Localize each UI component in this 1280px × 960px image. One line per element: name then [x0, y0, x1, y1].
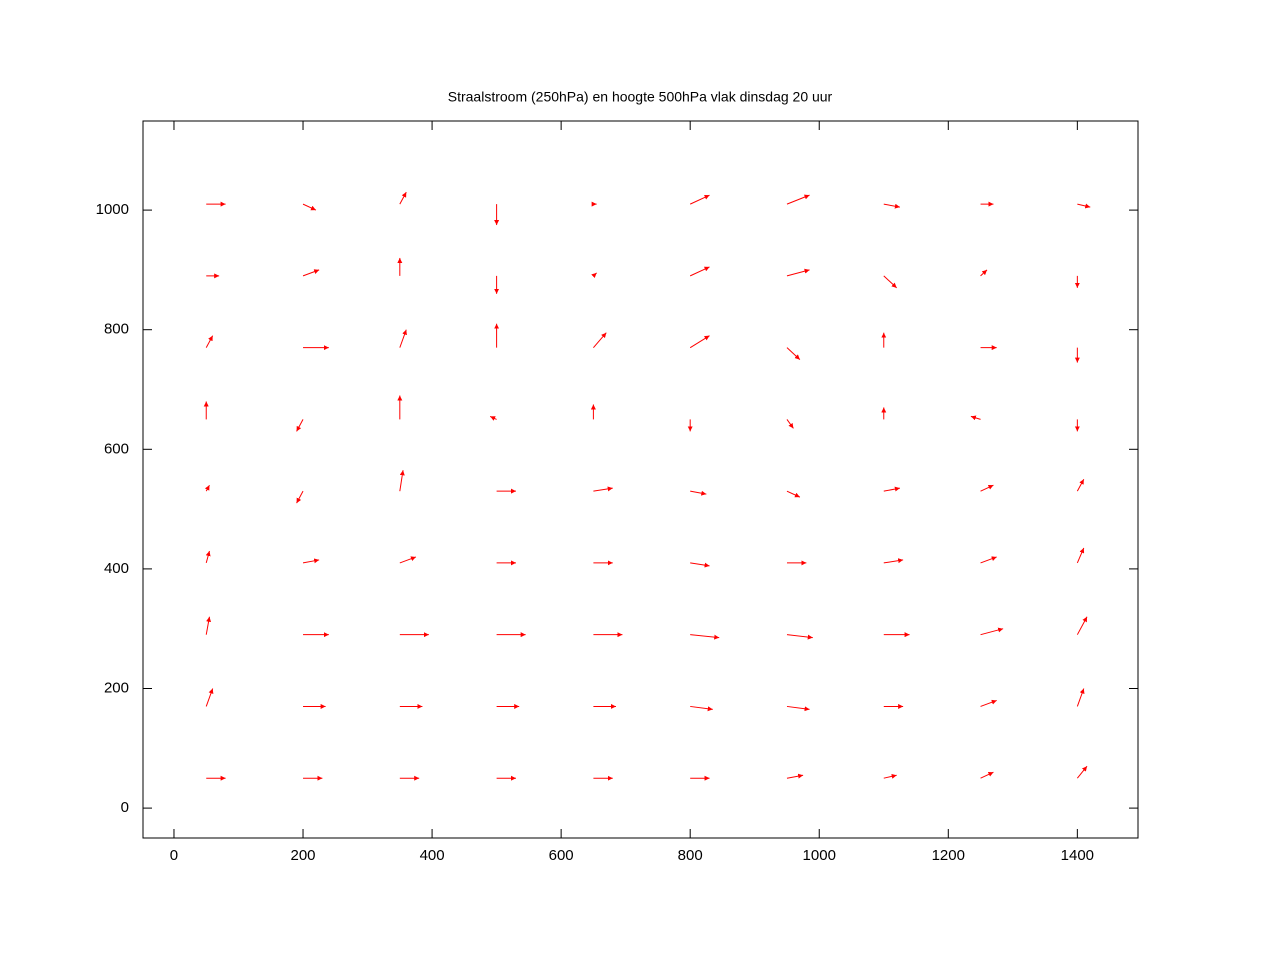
wind-vector [399, 470, 405, 492]
wind-vector [302, 558, 320, 564]
wind-vector [489, 415, 497, 421]
wind-vector [689, 194, 710, 205]
wind-vector [302, 203, 317, 211]
y-tick-label: 800 [104, 321, 129, 338]
wind-vector [296, 490, 304, 504]
#0000c8 [677, 210, 819, 449]
wind-vector [689, 335, 710, 349]
wind-vector [883, 275, 898, 289]
wind-vector [980, 771, 994, 779]
#000000 [464, 425, 516, 473]
wind-vector [302, 269, 320, 277]
wind-vector [786, 490, 801, 498]
wind-vector [690, 705, 713, 712]
wind-vector [1076, 688, 1085, 707]
x-tick-label: 400 [420, 847, 445, 864]
chart-title: Straalstroom (250hPa) en hoogte 500hPa v… [448, 89, 833, 105]
wind-vector [593, 486, 613, 492]
wind-vector [399, 329, 407, 348]
wind-vector [980, 627, 1004, 636]
y-tick-label: 600 [104, 440, 129, 457]
y-tick-label: 400 [104, 560, 129, 577]
#000000 [897, 336, 1000, 432]
wind-vector [883, 773, 897, 779]
x-tick-label: 1400 [1061, 847, 1094, 864]
y-tick-label: 1000 [96, 201, 129, 218]
wind-vector [786, 268, 810, 277]
x-tick-label: 1000 [803, 847, 836, 864]
#000000 [184, 473, 1104, 593]
x-tick-label: 600 [549, 847, 574, 864]
#000000 [858, 294, 1039, 473]
wind-vector [1076, 616, 1088, 635]
wind-vector [883, 558, 904, 564]
wind-vector [204, 484, 210, 492]
wind-vector [399, 191, 407, 205]
wind-vector [205, 550, 211, 564]
wind-vector [1076, 478, 1085, 492]
wind-vector [786, 773, 804, 779]
wind-vector [883, 203, 900, 209]
wind-vector [296, 419, 304, 432]
wind-vector [593, 332, 607, 348]
wind-vector [786, 347, 801, 360]
wind-vector [980, 269, 988, 277]
wind-vector [205, 335, 214, 348]
plot-border [142, 120, 1139, 839]
wind-vector [591, 272, 597, 279]
wind-vector [980, 484, 994, 492]
y-tick-label: 0 [121, 799, 129, 816]
wind-vector [883, 486, 900, 492]
#0000c8 [368, 150, 445, 401]
wind-vector [1077, 203, 1091, 209]
wind-vector [980, 699, 997, 707]
wind-vector [1076, 547, 1085, 564]
wind-vector [786, 194, 810, 205]
y-tick-label: 200 [104, 679, 129, 696]
wind-vector [399, 556, 417, 564]
wind-vector [786, 705, 810, 712]
x-tick-label: 800 [678, 847, 703, 864]
wind-vector [786, 634, 813, 640]
wind-vector [1076, 765, 1088, 779]
wind-vector [205, 616, 212, 635]
x-tick-label: 0 [170, 847, 178, 864]
wind-vector [690, 562, 710, 568]
x-tick-label: 1200 [932, 847, 965, 864]
wind-vector [690, 634, 720, 640]
wind-vector [786, 419, 794, 429]
x-tick-label: 200 [291, 847, 316, 864]
wind-vector [970, 415, 981, 421]
wind-vector [689, 266, 710, 277]
wind-vector [980, 556, 997, 564]
wind-vector [205, 688, 214, 707]
#000000 [184, 647, 1104, 719]
#000000 [206, 677, 1103, 806]
wind-vector [690, 490, 707, 496]
